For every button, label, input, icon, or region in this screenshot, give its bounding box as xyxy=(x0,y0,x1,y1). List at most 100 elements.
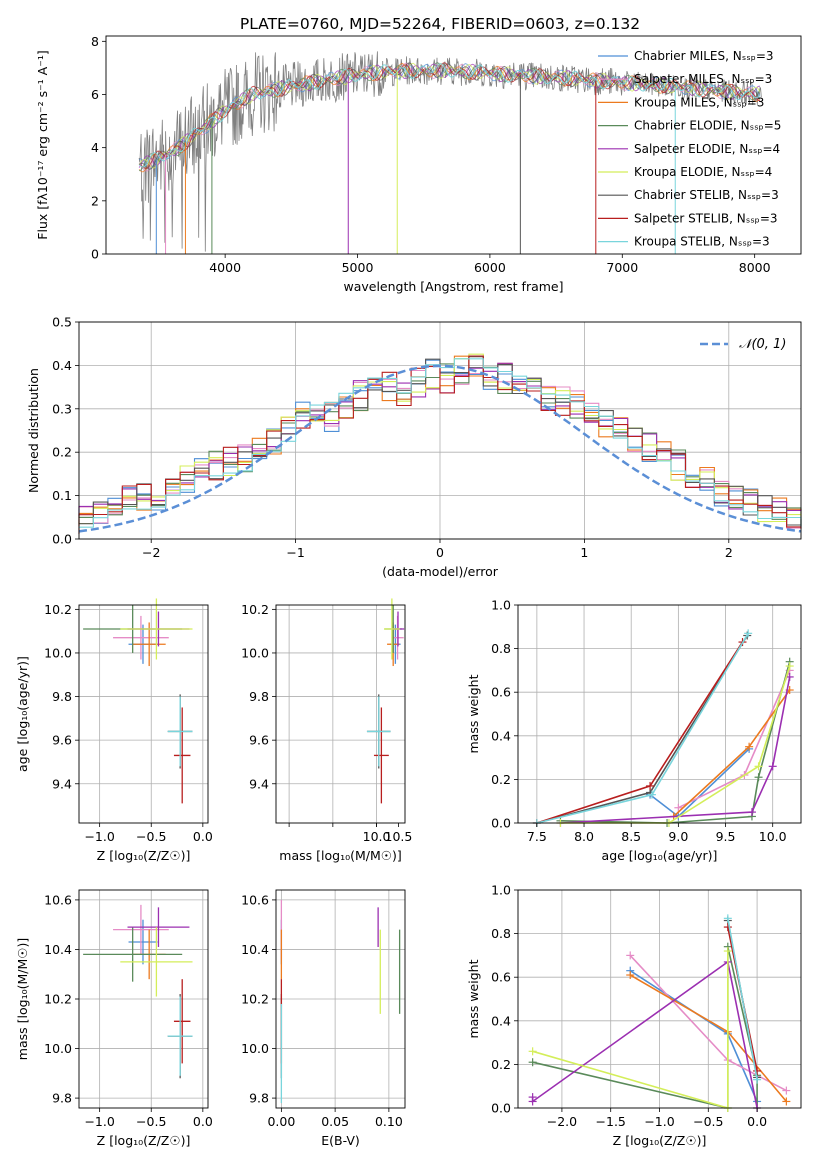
weight-marker xyxy=(753,1066,762,1075)
errorbar-point xyxy=(113,904,169,955)
errorbar-point xyxy=(127,907,190,947)
y-tick-label: 9.8 xyxy=(249,689,269,704)
x-tick-label: 10.0 xyxy=(363,829,391,844)
legend-entry: Kroupa STELIB, Nₛₛₚ=3 xyxy=(634,235,770,249)
age_vs_mass-ticks: 10.010.59.49.69.810.010.2 xyxy=(241,602,412,844)
x-tick-label: −1.0 xyxy=(644,1114,674,1129)
y-tick-label: 10.4 xyxy=(241,942,269,957)
x-axis-label: E(B-V) xyxy=(321,1133,360,1148)
errorbar-point xyxy=(167,996,193,1076)
y-tick-label: 10.0 xyxy=(44,645,72,660)
weight-marker xyxy=(745,742,754,751)
y-tick-label: 0.2 xyxy=(52,445,72,460)
x-tick-label: −2.0 xyxy=(547,1114,577,1129)
residuals-plot-area xyxy=(78,353,802,534)
weight-marker xyxy=(646,781,655,790)
normal-curve xyxy=(78,364,802,533)
mass_vs_Z-plot-area xyxy=(83,904,193,1079)
y-tick-label: 10.2 xyxy=(241,992,269,1007)
y-tick-label: 0 xyxy=(91,247,99,262)
y-tick-label: 0.3 xyxy=(52,401,72,416)
spectrum-legend: Chabrier MILES, Nₛₛₚ=3 Salpeter MILES, Nₛ… xyxy=(598,49,781,249)
x-tick-label: 1 xyxy=(580,545,588,560)
weight-marker xyxy=(768,762,777,771)
y-axis-label: mass [log₁₀(M/M☉)] xyxy=(15,938,30,1060)
histogram-series xyxy=(78,355,802,534)
legend-entry: Chabrier ELODIE, Nₛₛₚ=5 xyxy=(634,119,781,133)
weight-marker xyxy=(747,808,756,817)
weight-marker xyxy=(723,947,732,956)
y-tick-label: 9.4 xyxy=(52,776,72,791)
weight-line xyxy=(649,748,750,818)
weight-marker xyxy=(626,951,635,960)
y-tick-label: 0.6 xyxy=(491,970,511,985)
errorbar-point xyxy=(173,707,191,804)
age_vs_mass-plot-area xyxy=(366,598,405,804)
y-tick-label: 9.8 xyxy=(52,689,72,704)
errorbar-point xyxy=(173,979,191,1064)
weight-marker xyxy=(674,803,683,812)
y-axis-label: mass weight xyxy=(466,674,481,753)
x-axis-label: mass [log₁₀(M/M☉)] xyxy=(279,848,401,863)
x-tick-label: 0.00 xyxy=(267,1114,295,1129)
errorbar-point xyxy=(83,927,183,982)
y-tick-label: 9.8 xyxy=(249,1091,269,1106)
figure-title: PLATE=0760, MJD=52264, FIBERID=0603, z=0… xyxy=(240,15,640,33)
legend-entry: Kroupa MILES, Nₛₛₚ=3 xyxy=(634,95,764,109)
age_vs_Z-plot-area xyxy=(83,598,193,804)
weight_vs_age-panel: 7.5 8.0 8.5 9.0 9.5 10.0 0.0 0.2 0.4 0.6 0.8 1.0 age… xyxy=(466,598,802,863)
x-tick-label: 5000 xyxy=(342,260,374,275)
y-tick-label: 10.4 xyxy=(44,942,72,957)
x-tick-label: 4000 xyxy=(209,260,241,275)
y-tick-label: 2 xyxy=(91,193,99,208)
x-tick-label: 0.0 xyxy=(193,1114,213,1129)
errorbar-point xyxy=(132,622,166,667)
weight-marker xyxy=(626,971,635,980)
y-tick-label: 0.8 xyxy=(491,926,511,941)
legend-entry: Chabrier STELIB, Nₛₛₚ=3 xyxy=(634,188,779,202)
y-tick-label: 10.0 xyxy=(241,1041,269,1056)
weight_vs_age-plot-area xyxy=(532,629,794,827)
weight-marker xyxy=(528,1097,537,1106)
weight-marker xyxy=(744,629,753,638)
weight-marker xyxy=(528,1047,537,1056)
weight_vs_Z-panel: −2.0 −1.5 −1.0 −0.5 0.0 0.0 0.2 0.4 0.6 0.8 1.0 Z [… xyxy=(466,883,802,1148)
weight-marker xyxy=(782,1086,791,1095)
x-tick-label: 8.5 xyxy=(621,829,641,844)
x-tick-label: 0.0 xyxy=(193,829,213,844)
spectrum-plot-area xyxy=(138,51,762,254)
mass_vs_Z-frame xyxy=(78,889,209,1109)
y-tick-label: 4 xyxy=(91,140,99,155)
mass_vs_ebv-ticks: 0.00 0.05 0.10 9.8 10.0 10.2 10.4 10.6 xyxy=(241,892,403,1129)
y-tick-label: 0.4 xyxy=(491,1013,511,1028)
errorbar-point xyxy=(120,927,193,997)
y-tick-label: 9.8 xyxy=(52,1091,72,1106)
residuals-frame xyxy=(78,321,802,540)
y-axis-label: age [log₁₀(age/yr)] xyxy=(15,656,30,772)
spectrum-panel: 4000 5000 6000 7000 8000 0 2 4 6 8 wavelength [Ang… xyxy=(35,34,802,294)
legend-entry: Chabrier MILES, Nₛₛₚ=3 xyxy=(634,49,774,63)
age_vs_Z-panel: −1.0 −0.5 0.0 9.4 9.6 9.8 10.0 10.2 Z [log₁₀(Z/Z… xyxy=(15,598,213,863)
spectrum-model-line xyxy=(138,63,761,168)
y-tick-label: 0.0 xyxy=(52,532,72,547)
weight-marker xyxy=(754,762,763,771)
y-axis-label: Normed distribution xyxy=(26,368,41,493)
y-tick-label: 0.0 xyxy=(491,816,511,831)
x-tick-label: −2 xyxy=(142,545,160,560)
x-tick-label: −1.0 xyxy=(84,1114,114,1129)
x-tick-label: 6000 xyxy=(474,260,506,275)
spectrum-model-line xyxy=(138,62,761,169)
errorbar-point xyxy=(167,696,193,767)
x-tick-label: 0 xyxy=(436,545,444,560)
y-tick-label: 9.4 xyxy=(249,776,269,791)
y-tick-label: 10.2 xyxy=(44,992,72,1007)
errorbar-point xyxy=(113,615,169,660)
weight_vs_Z-plot-area xyxy=(528,914,791,1112)
x-tick-label: 10.5 xyxy=(385,829,413,844)
x-axis-label: Z [log₁₀(Z/Z☉)] xyxy=(613,1133,707,1148)
weight-line xyxy=(560,676,791,824)
x-tick-label: −0.5 xyxy=(136,1114,166,1129)
x-tick-label: 9.5 xyxy=(716,829,736,844)
x-tick-label: −1 xyxy=(286,545,304,560)
